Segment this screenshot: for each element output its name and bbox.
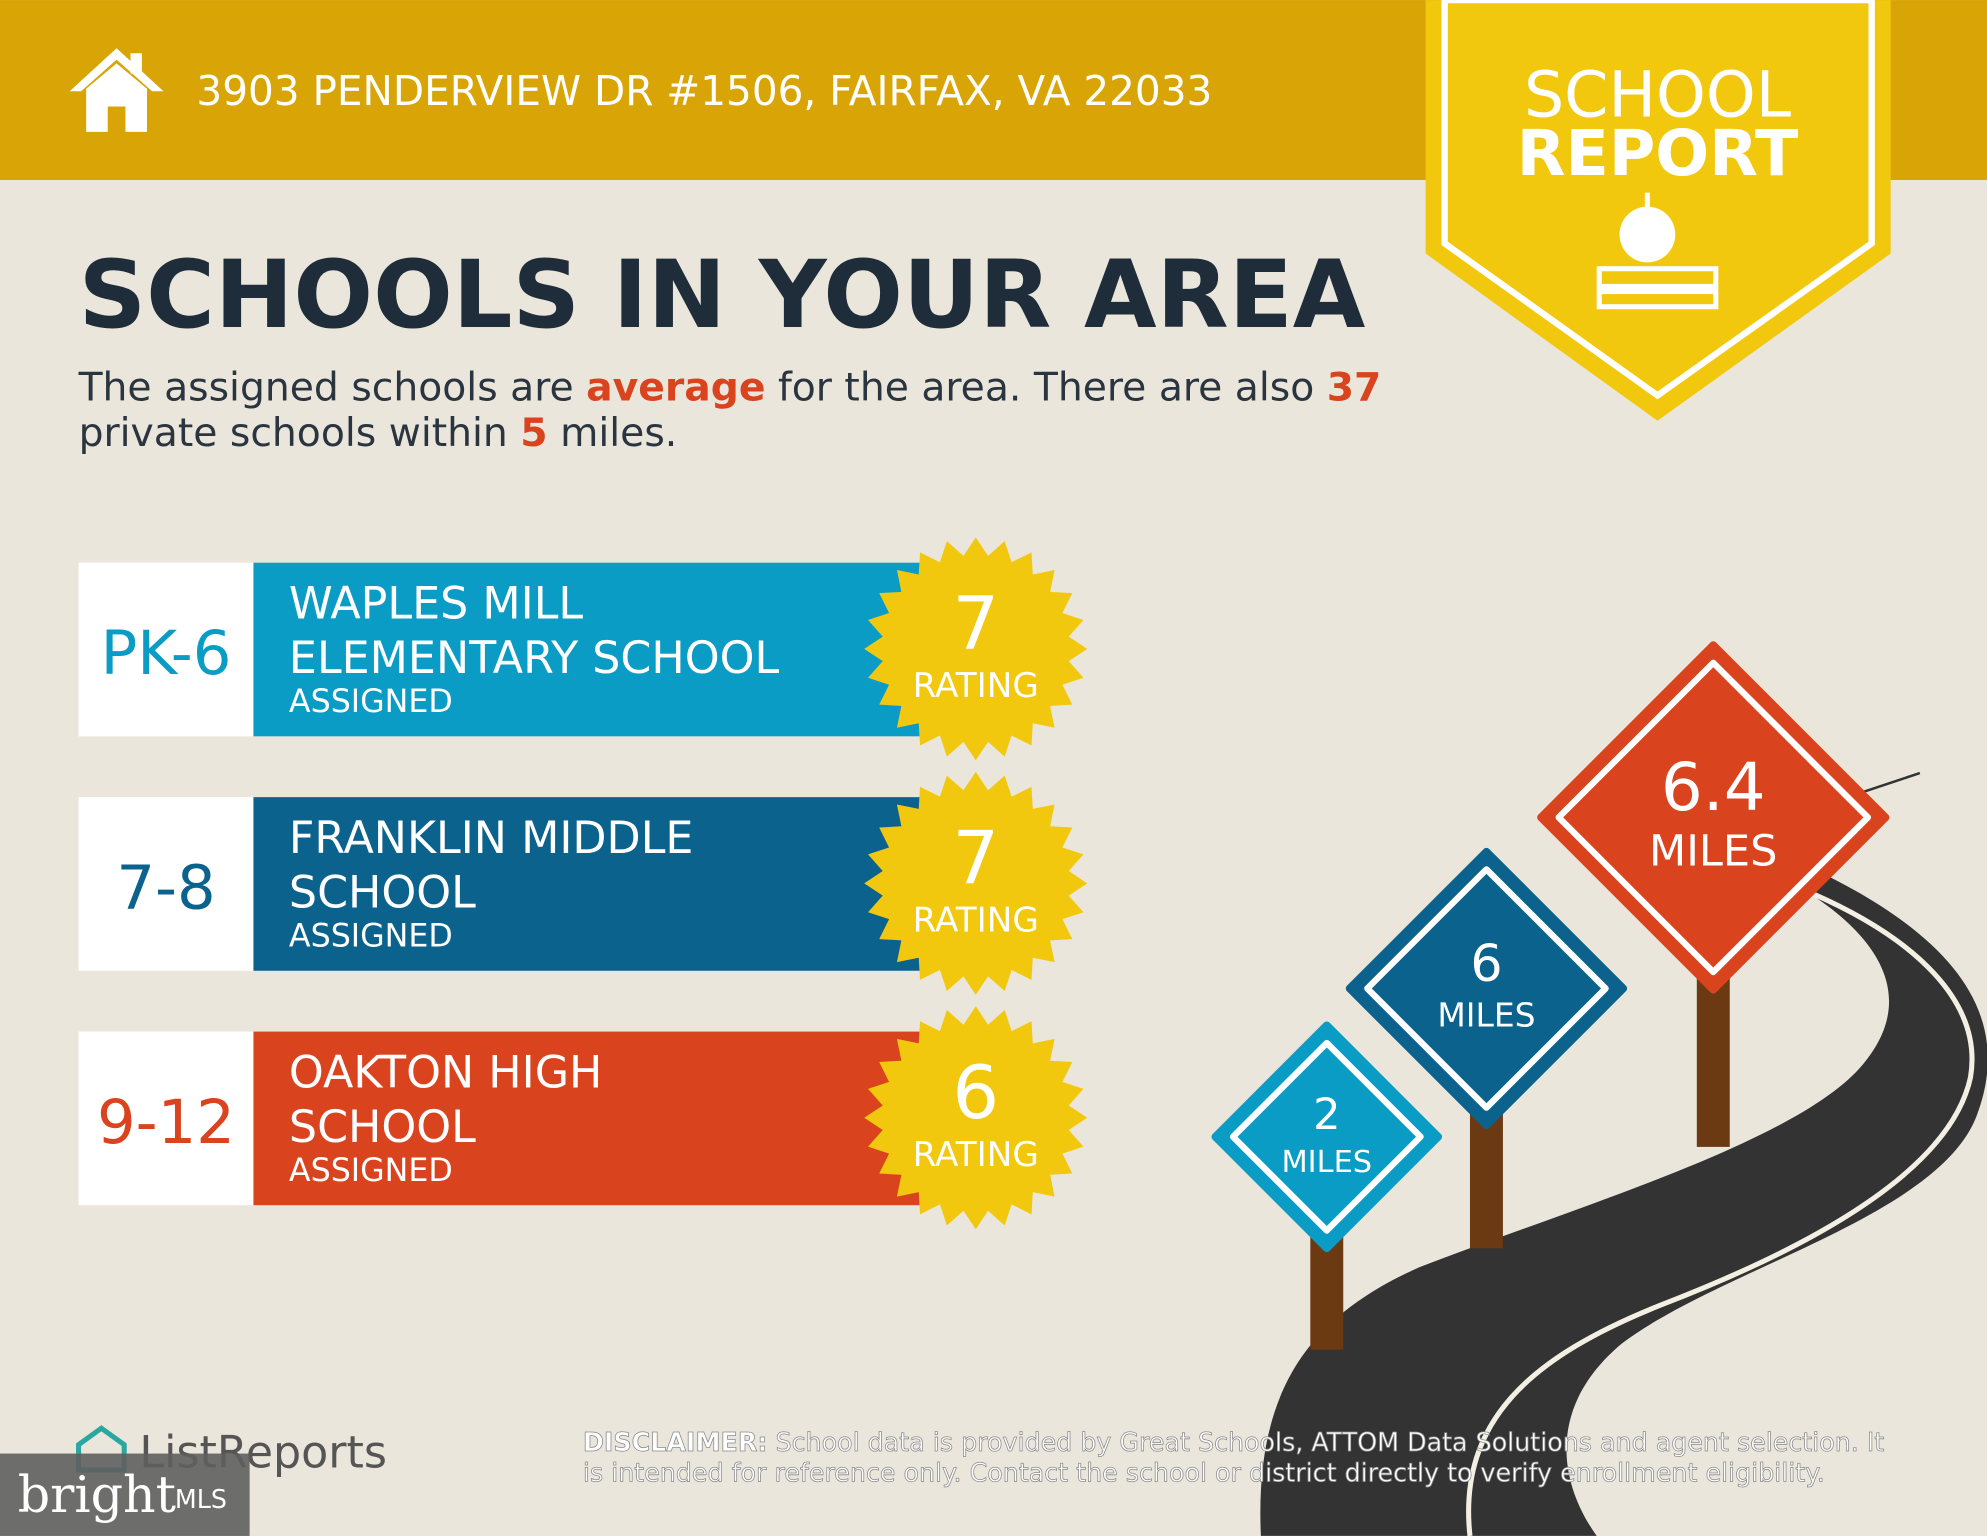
sign-plate xyxy=(1211,1021,1443,1253)
grades: 9-12 xyxy=(97,1088,235,1158)
rating-seal xyxy=(864,537,1088,761)
sign-border xyxy=(1555,659,1872,976)
sign-plate xyxy=(1345,847,1628,1130)
intro-line1: The assigned schools are average for the… xyxy=(78,366,1382,411)
school-name: WAPLES MILL xyxy=(289,578,584,629)
rating: 7 xyxy=(952,582,999,667)
rating-label: RATING xyxy=(913,900,1039,940)
school-name: SCHOOL xyxy=(289,867,476,918)
school-band xyxy=(253,562,926,737)
school-name: SCHOOL xyxy=(289,1102,476,1153)
rating: 7 xyxy=(952,816,999,901)
school-name: FRANKLIN MIDDLE xyxy=(289,813,694,864)
mls-word: bright xyxy=(18,1465,176,1524)
intro-text: miles. xyxy=(548,411,678,456)
sign-value: 6.4 xyxy=(1661,749,1766,826)
school-name: OAKTON HIGH xyxy=(289,1047,602,1098)
rating: 6 xyxy=(952,1051,999,1136)
sign-plate xyxy=(1537,641,1890,994)
grades: 7-8 xyxy=(116,854,215,924)
school-name: ELEMENTARY SCHOOL xyxy=(289,633,780,684)
rating-label: RATING xyxy=(913,666,1039,706)
status: ASSIGNED xyxy=(289,919,453,955)
grade-box xyxy=(78,1031,254,1206)
sign-unit: MILES xyxy=(1281,1145,1372,1180)
badge-line2: REPORT xyxy=(1517,116,1799,190)
grades: PK-6 xyxy=(101,619,232,689)
school-band xyxy=(253,1031,926,1206)
sign-border xyxy=(1229,1039,1424,1234)
rating-seal xyxy=(864,1006,1088,1230)
disclaimer-line1: DISCLAIMER: School data is provided by G… xyxy=(583,1427,1884,1457)
intro-line2: private schools within 5 miles. xyxy=(79,411,678,456)
sign-value: 6 xyxy=(1470,934,1502,993)
home-icon xyxy=(69,48,164,132)
rating-label: RATING xyxy=(913,1135,1039,1175)
sign-value: 2 xyxy=(1313,1090,1340,1140)
address: 3903 PENDERVIEW DR #1506, FAIRFAX, VA 22… xyxy=(196,67,1212,115)
status: ASSIGNED xyxy=(289,684,453,720)
school-band xyxy=(253,797,926,971)
sign-border xyxy=(1364,866,1609,1111)
disclaimer-line2: is intended for reference only. Contact … xyxy=(583,1457,1825,1487)
disclaimer-label: DISCLAIMER: xyxy=(583,1427,768,1457)
title: SCHOOLS IN YOUR AREA xyxy=(79,241,1366,350)
intro-highlight: average xyxy=(586,366,765,411)
grade-box xyxy=(78,562,254,737)
intro-highlight: 37 xyxy=(1327,366,1382,411)
grade-box xyxy=(78,797,254,971)
sign: 2 MILES xyxy=(1211,1021,1443,1350)
mls-logo: bright MLS xyxy=(0,1453,250,1536)
intro-text: private schools within xyxy=(79,411,521,456)
sign-unit: MILES xyxy=(1649,827,1777,877)
mls-suffix: MLS xyxy=(175,1484,227,1514)
rating-seal xyxy=(864,771,1088,995)
intro-text: for the area. There are also xyxy=(765,366,1326,411)
intro-highlight: 5 xyxy=(520,411,547,456)
intro-text: The assigned schools are xyxy=(78,366,587,411)
road xyxy=(1260,771,1987,1536)
badge-line1: SCHOOL xyxy=(1524,58,1791,132)
badge: SCHOOL REPORT xyxy=(1425,0,1891,421)
disclaimer-text: School data is provided by Great Schools… xyxy=(768,1427,1885,1457)
status: ASSIGNED xyxy=(289,1153,453,1189)
sign-unit: MILES xyxy=(1437,996,1535,1035)
